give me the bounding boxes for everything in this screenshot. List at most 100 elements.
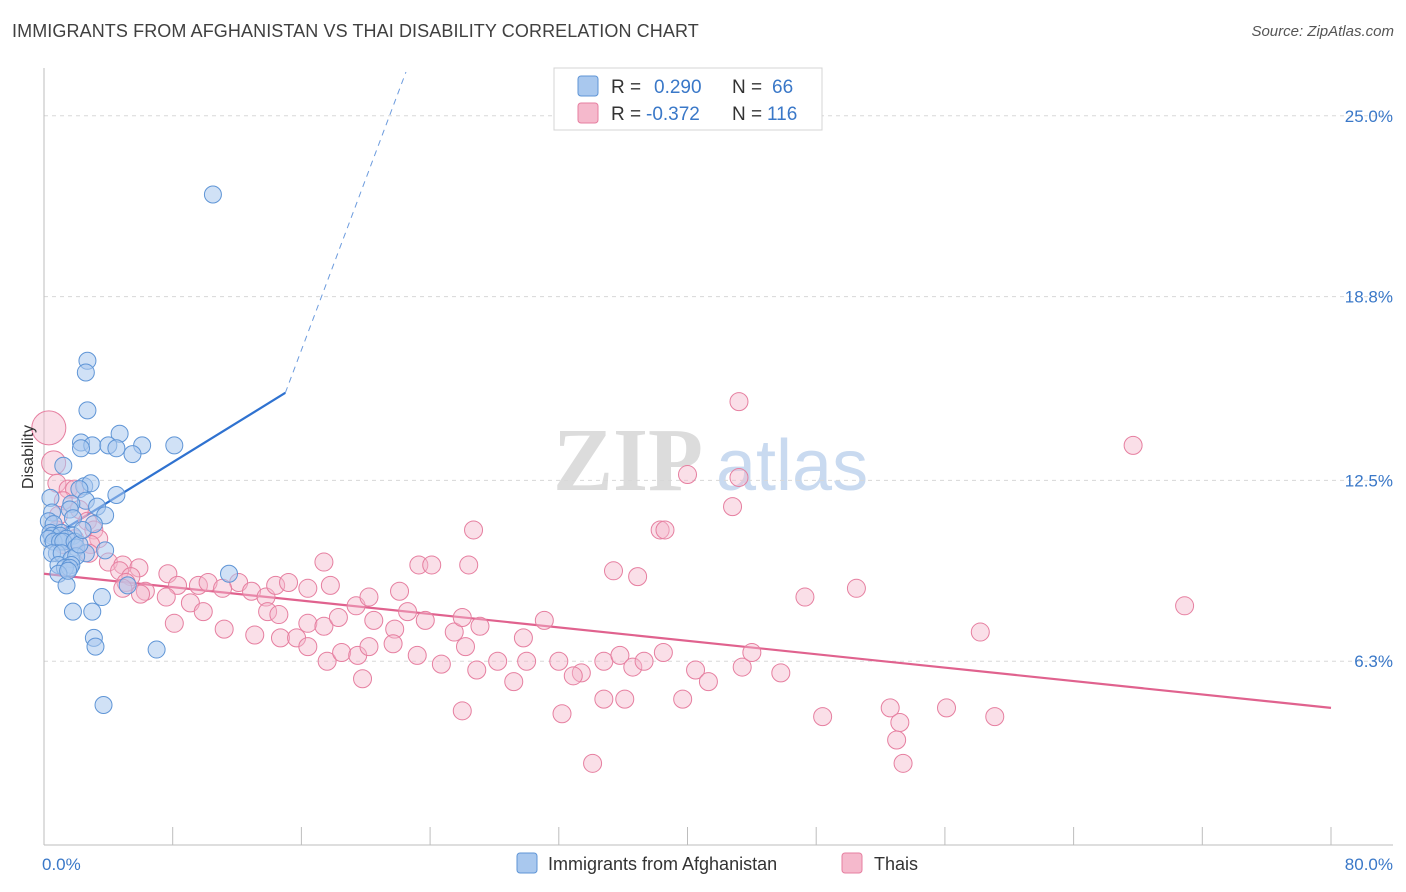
thais-point-84: [653, 642, 673, 662]
thais-point-118: [1175, 596, 1195, 616]
thais-point-97: [603, 561, 623, 581]
thais-point-96: [628, 567, 648, 587]
series-legend-swatch-thais: [841, 852, 863, 874]
thais-point-52: [398, 602, 418, 622]
afghanistan-point-11: [165, 436, 184, 455]
thais-point-113: [583, 753, 603, 773]
afghanistan-point-13: [54, 456, 73, 475]
thais-point-75: [488, 651, 508, 671]
thais-point-61: [214, 619, 234, 639]
thais-point-58: [534, 610, 554, 630]
afghanistan-point-58: [83, 602, 102, 621]
legend-swatch-thais: [577, 102, 599, 124]
thais-point-0: [31, 410, 67, 446]
thais-point-70: [383, 634, 403, 654]
thais-point-62: [245, 625, 265, 645]
thais-point-85: [686, 660, 706, 680]
afghanistan-point-2: [76, 363, 95, 382]
thais-point-80: [594, 651, 614, 671]
thais-point-56: [470, 616, 490, 636]
y-tick-label-1: 12.5%: [1345, 471, 1393, 490]
thais-point-92: [552, 704, 572, 724]
afghanistan-point-57: [63, 602, 82, 621]
afghanistan-point-41: [96, 541, 115, 560]
thais-point-45: [258, 602, 278, 622]
trend-lines: [43, 71, 1332, 709]
y-tick-label-0: 6.3%: [1354, 652, 1393, 671]
thais-point-47: [298, 613, 318, 633]
thais-point-89: [771, 663, 791, 683]
x-tick-label-0: 0.0%: [42, 855, 81, 874]
trend-line-thais: [43, 572, 1332, 709]
afghanistan-point-12: [123, 445, 142, 464]
watermark-zip: ZIP: [553, 411, 703, 510]
thais-point-87: [732, 657, 752, 677]
thais-points: [31, 392, 1195, 773]
series-legend-swatch-afghanistan: [516, 852, 538, 874]
legend-r-label-1: R =: [611, 77, 641, 98]
thais-point-54: [444, 622, 464, 642]
thais-point-48: [314, 616, 334, 636]
thais-point-112: [893, 753, 913, 773]
stats-legend-box: [553, 67, 823, 131]
thais-point-29: [242, 581, 262, 601]
afghanistan-point-55: [118, 576, 137, 595]
thais-point-115: [970, 622, 990, 642]
y-tick-label-2: 18.8%: [1345, 288, 1393, 307]
legend-n-label-2: N =: [732, 104, 762, 125]
thais-point-71: [407, 645, 427, 665]
thais-point-99: [655, 520, 675, 540]
stats-legend: R = 0.290 N = 66 R = -0.372 N = 116: [553, 67, 823, 131]
x-tick-label-1: 80.0%: [1345, 855, 1393, 874]
thais-point-103: [729, 392, 749, 412]
thais-point-59: [164, 613, 184, 633]
legend-swatch-afghanistan: [577, 75, 599, 97]
tick-labels: 6.3% 12.5% 18.8% 25.0% 0.0% 80.0%: [42, 107, 1393, 874]
thais-point-37: [298, 578, 318, 598]
thais-point-94: [594, 689, 614, 709]
thais-point-114: [937, 698, 957, 718]
thais-point-76: [504, 672, 524, 692]
thais-point-98: [650, 520, 670, 540]
thais-point-102: [729, 467, 749, 487]
afghanistan-points: [39, 185, 239, 714]
series-legend: Immigrants from Afghanistan Thais: [516, 852, 918, 874]
thais-point-105: [464, 520, 484, 540]
afghanistan-point-65: [73, 520, 92, 539]
afghanistan-point-60: [86, 637, 105, 656]
y-tick-label-3: 25.0%: [1345, 107, 1393, 126]
thais-point-93: [563, 666, 583, 686]
thais-point-90: [353, 669, 373, 689]
afghanistan-point-56: [92, 588, 111, 607]
thais-point-43: [409, 555, 429, 575]
series-legend-thais: Thais: [874, 854, 918, 874]
afghanistan-point-9: [107, 439, 126, 458]
legend-n-value-1: 66: [772, 77, 793, 98]
legend-r-label-2: R =: [611, 104, 641, 125]
thais-point-101: [723, 497, 743, 517]
legend-n-label-1: N =: [732, 77, 762, 98]
thais-point-67: [332, 642, 352, 662]
thais-point-63: [270, 628, 290, 648]
thais-point-88: [742, 642, 762, 662]
thais-point-109: [880, 698, 900, 718]
thais-point-95: [615, 689, 635, 709]
thais-point-32: [156, 587, 176, 607]
thais-point-111: [887, 730, 907, 750]
thais-point-77: [517, 651, 537, 671]
afghanistan-point-53: [220, 564, 239, 583]
thais-point-78: [549, 651, 569, 671]
thais-point-100: [678, 465, 697, 485]
thais-point-81: [610, 645, 630, 665]
thais-point-57: [513, 628, 533, 648]
thais-point-55: [452, 607, 472, 627]
thais-point-50: [364, 610, 384, 630]
thais-point-110: [890, 712, 910, 732]
thais-point-27: [168, 575, 188, 595]
afghanistan-point-0: [203, 185, 222, 204]
thais-point-60: [193, 602, 213, 622]
thais-point-36: [279, 572, 299, 592]
thais-point-82: [623, 657, 643, 677]
watermark-atlas: atlas: [716, 426, 868, 506]
thais-point-41: [359, 587, 379, 607]
